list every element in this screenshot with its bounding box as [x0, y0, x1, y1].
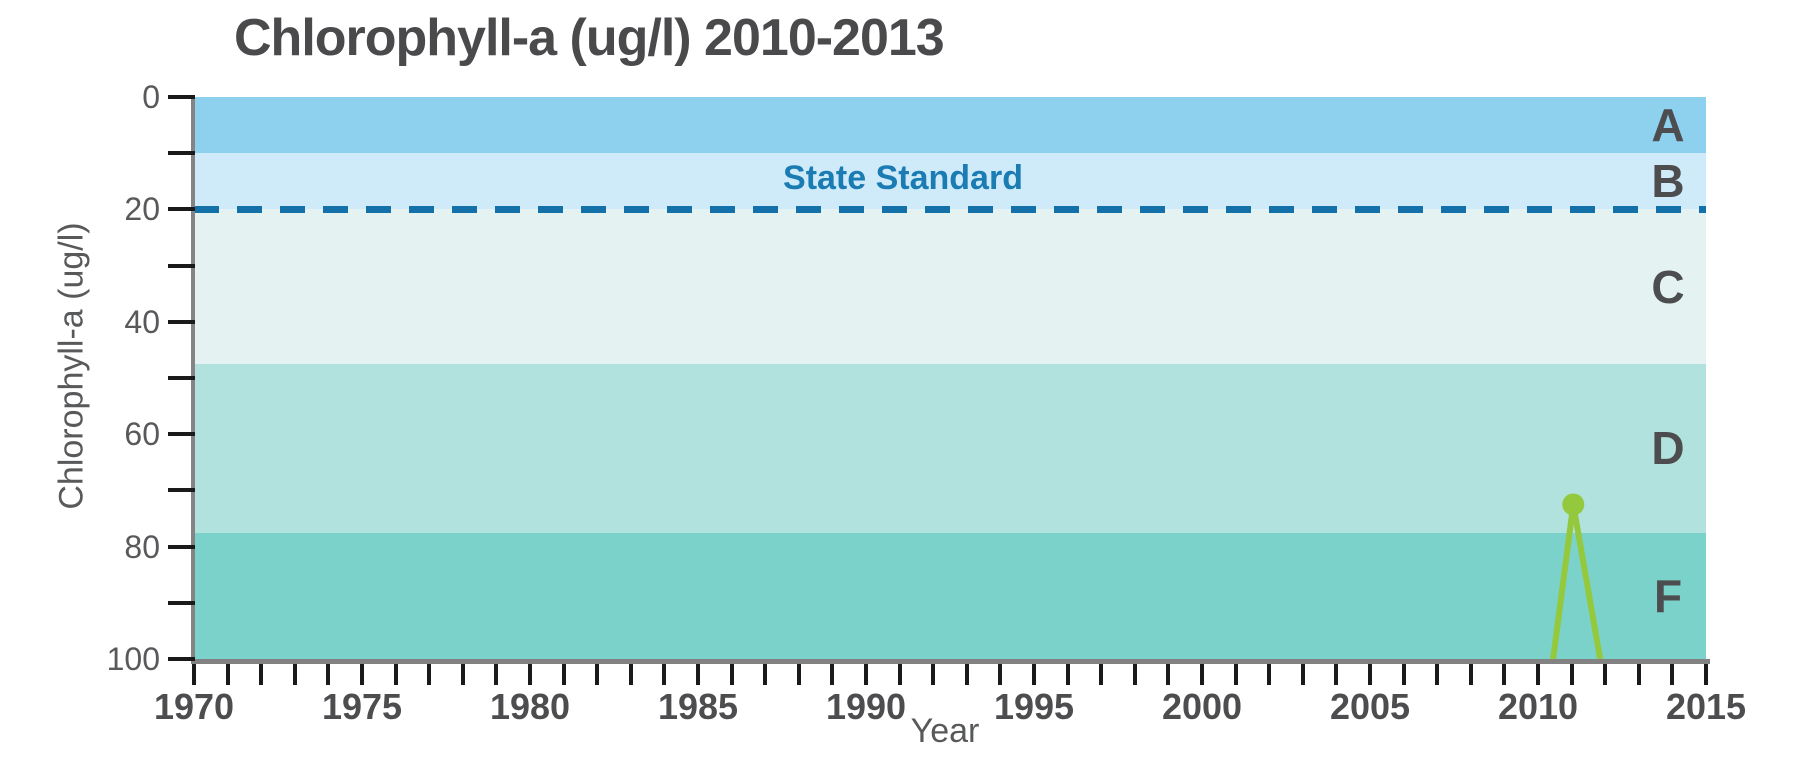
x-tick-2001 [1233, 664, 1238, 685]
x-tick-1979 [494, 664, 499, 685]
y-axis-label: Chlorophyll-a (ug/l) [52, 222, 91, 510]
x-tick-2006 [1401, 664, 1406, 685]
x-tick-1971 [225, 664, 230, 685]
x-tick-1994 [998, 664, 1003, 685]
x-tick-2015 [1704, 664, 1708, 685]
state-standard-line [194, 206, 1706, 214]
band-label-b: B [1651, 155, 1685, 208]
x-tick-2002 [1267, 664, 1272, 685]
x-tick-2004 [1334, 664, 1339, 685]
y-tick-label-40: 40 [124, 303, 160, 340]
data-point-marker [1562, 493, 1585, 516]
y-tick-10 [168, 151, 195, 156]
chart-title: Chlorophyll-a (ug/l) 2010-2013 [234, 9, 945, 67]
x-tick-1985 [696, 664, 700, 685]
y-tick-80 [168, 544, 195, 549]
x-tick-1970 [192, 664, 196, 685]
x-tick-1973 [292, 664, 297, 685]
y-tick-label-20: 20 [124, 191, 160, 228]
x-tick-label-2005: 2005 [1329, 686, 1411, 727]
x-tick-1986 [729, 664, 734, 685]
x-tick-1977 [427, 664, 432, 685]
x-tick-2011 [1569, 664, 1574, 685]
x-tick-1981 [561, 664, 566, 685]
x-tick-2007 [1435, 664, 1440, 685]
x-tick-2014 [1670, 664, 1675, 685]
state-standard-label: State Standard [783, 159, 1023, 198]
band-label-d: D [1651, 422, 1685, 475]
data-series-layer [1550, 493, 1604, 662]
grade-band-c [194, 209, 1706, 364]
y-tick-label-100: 100 [106, 641, 160, 677]
y-tick-60 [168, 432, 195, 437]
x-tick-label-2015: 2015 [1665, 686, 1747, 727]
y-tick-label-60: 60 [124, 416, 160, 453]
x-tick-label-1975: 1975 [321, 686, 403, 727]
grade-band-b [194, 153, 1706, 210]
x-tick-label-1990: 1990 [825, 686, 907, 727]
band-label-a: A [1651, 99, 1685, 152]
y-tick-50 [168, 376, 195, 380]
x-tick-1984 [662, 664, 667, 685]
y-tick-label-80: 80 [124, 528, 160, 565]
x-tick-1995 [1032, 664, 1036, 685]
band-label-f: F [1653, 569, 1683, 622]
x-tick-1991 [897, 664, 902, 685]
data-series-line [1550, 503, 1604, 662]
y-tick-90 [168, 600, 195, 605]
y-tick-30 [168, 263, 195, 268]
x-axis-label: Year [910, 712, 980, 750]
x-tick-label-1980: 1980 [489, 686, 571, 727]
x-tick-1999 [1166, 664, 1171, 685]
x-tick-1998 [1132, 664, 1137, 685]
x-tick-1983 [628, 664, 633, 685]
x-tick-1989 [830, 664, 835, 685]
y-tick-label-0: 0 [142, 79, 160, 115]
y-tick-70 [168, 488, 195, 493]
x-tick-2012 [1603, 664, 1608, 685]
x-tick-1987 [763, 664, 768, 685]
x-tick-1992 [931, 664, 936, 685]
x-tick-2013 [1636, 664, 1641, 685]
x-tick-1974 [326, 664, 331, 685]
x-tick-1978 [460, 664, 465, 685]
grade-band-a [194, 97, 1706, 154]
x-tick-label-2010: 2010 [1497, 686, 1579, 727]
y-tick-0 [168, 95, 195, 99]
x-tick-1972 [259, 664, 264, 685]
x-tick-1996 [1065, 664, 1070, 685]
x-tick-label-2000: 2000 [1161, 686, 1243, 727]
x-tick-1988 [796, 664, 801, 685]
x-tick-2003 [1300, 664, 1305, 685]
x-tick-1980 [528, 664, 532, 685]
x-tick-1997 [1099, 664, 1104, 685]
y-tick-100 [168, 657, 195, 661]
y-tick-20 [168, 207, 195, 212]
x-tick-1975 [360, 664, 364, 685]
x-tick-2008 [1468, 664, 1473, 685]
x-tick-1993 [964, 664, 969, 685]
y-axis-line [191, 97, 195, 663]
x-tick-label-1985: 1985 [657, 686, 739, 727]
grade-band-d [194, 363, 1706, 533]
x-axis-line [191, 659, 1710, 664]
y-tick-40 [168, 319, 195, 324]
x-tick-1976 [393, 664, 398, 685]
x-tick-2005 [1368, 664, 1372, 685]
x-tick-2000 [1200, 664, 1204, 685]
x-tick-label-1970: 1970 [153, 686, 235, 727]
x-tick-label-1995: 1995 [993, 686, 1075, 727]
x-tick-2010 [1536, 664, 1540, 685]
x-tick-1982 [595, 664, 600, 685]
x-tick-2009 [1502, 664, 1507, 685]
grade-band-f [194, 532, 1706, 659]
x-tick-1990 [864, 664, 868, 685]
band-label-c: C [1651, 260, 1685, 313]
